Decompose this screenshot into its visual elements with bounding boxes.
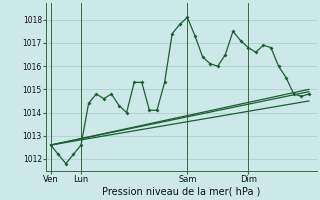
X-axis label: Pression niveau de la mer( hPa ): Pression niveau de la mer( hPa ) [102,187,260,197]
